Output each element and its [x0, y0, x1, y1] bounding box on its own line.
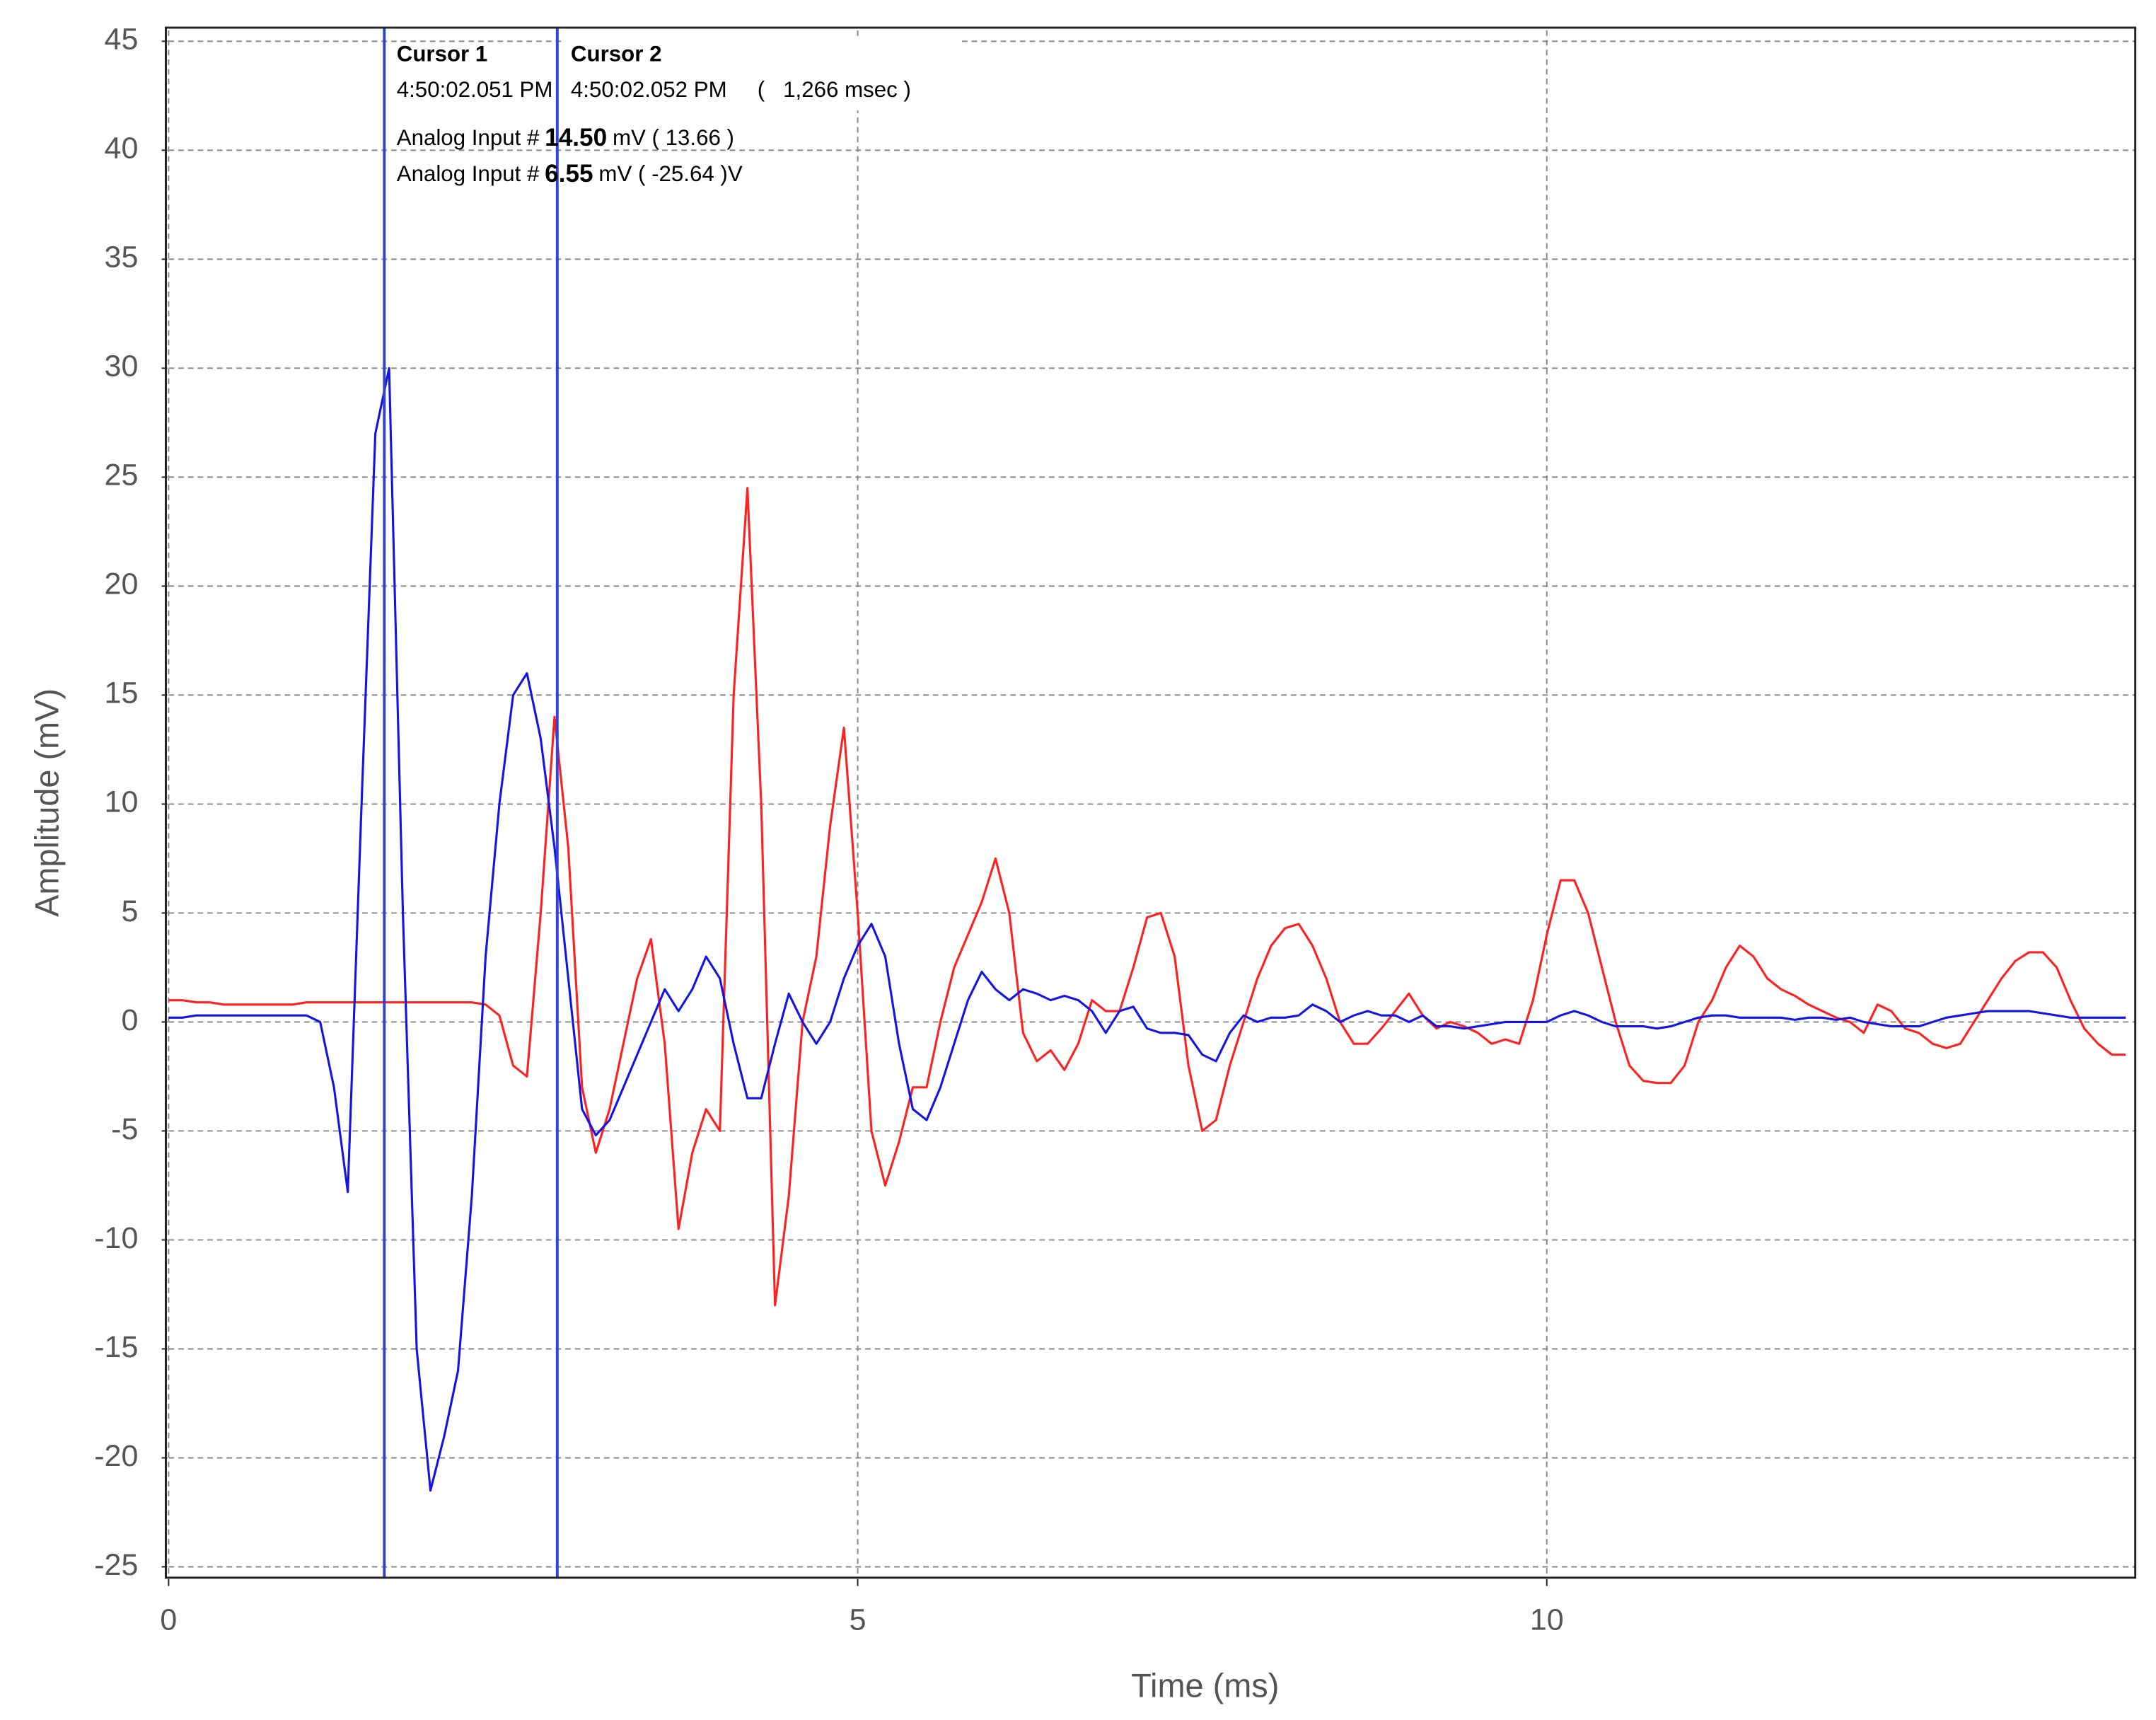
plot-frame	[164, 26, 2137, 1579]
cursor-time: 4:50:02.051 PM	[397, 77, 553, 102]
x-tick-label: 5	[850, 1603, 867, 1637]
series-line	[168, 366, 2126, 1492]
y-tick-label: 20	[105, 567, 139, 601]
readout-unit: mV ( 13.66 )	[613, 125, 734, 150]
x-tick-label: 0	[160, 1603, 177, 1637]
readout-line: Analog Input #6.55 mV ( -25.64 )V	[397, 160, 743, 187]
cursor-label-bg	[561, 38, 962, 111]
y-tick-label: -15	[94, 1330, 138, 1364]
y-tick-label: 10	[105, 785, 139, 819]
cursors	[383, 28, 559, 1578]
y-axis-title: Amplitude (mV)	[29, 688, 66, 917]
y-tick-label: 30	[105, 350, 139, 383]
readout-value: 6.55	[545, 160, 593, 187]
y-tick-label: 0	[121, 1003, 138, 1037]
y-tick-label: 35	[105, 241, 139, 275]
readout-value: 14.50	[545, 125, 607, 152]
y-tick-label: 15	[105, 676, 139, 710]
grid	[168, 30, 2135, 1578]
cursor-name: Cursor 2	[571, 41, 662, 66]
x-axis-title: Time (ms)	[1131, 1667, 1279, 1704]
y-tick-label: 40	[105, 132, 139, 166]
series-lines	[168, 366, 2126, 1492]
y-tick-label: 45	[105, 23, 139, 57]
y-tick-label: -10	[94, 1221, 138, 1255]
cursor-name: Cursor 1	[397, 41, 488, 66]
readout-label: Analog Input #	[397, 161, 540, 186]
y-tick-label: -5	[111, 1112, 138, 1146]
readout-line: Analog Input #14.50 mV ( 13.66 )	[397, 125, 734, 152]
cursor-readout: Cursor 1 4:50:02.051 PM Cursor 2 4:50:02…	[397, 38, 962, 187]
cursor-delta: ( 1,266 msec )	[758, 77, 911, 102]
y-tick-label: -25	[94, 1548, 138, 1582]
cursor-time: 4:50:02.052 PM	[571, 77, 727, 102]
series-line	[168, 487, 2126, 1307]
readout-label: Analog Input #	[397, 125, 540, 150]
y-tick-label: -20	[94, 1439, 138, 1473]
x-tick-label: 10	[1530, 1603, 1564, 1637]
readout-unit: mV ( -25.64 )V	[598, 161, 742, 186]
y-tick-label: 5	[121, 894, 138, 928]
ticks: -25 -20 -15 -10 -5 0 5 10 15 20 25 30 35 40 45 0 5 10	[94, 23, 1563, 1637]
y-tick-label: 25	[105, 458, 139, 492]
